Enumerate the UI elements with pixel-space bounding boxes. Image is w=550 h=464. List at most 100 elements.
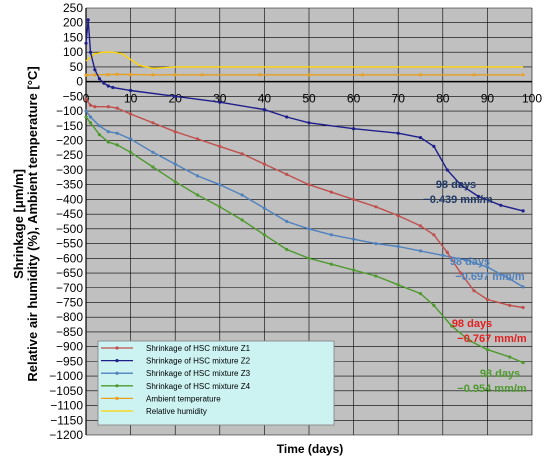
data-point	[93, 105, 97, 109]
data-point	[307, 227, 311, 231]
data-point	[476, 194, 481, 199]
legend-item: Ambient temperature	[101, 394, 221, 403]
annotation-z1-days: 98 days	[452, 318, 492, 330]
data-point	[485, 265, 489, 269]
legend-item: Shrinkage of HSC mixture Z2	[101, 357, 251, 366]
data-point	[115, 131, 119, 135]
series-1	[84, 97, 525, 310]
data-point	[396, 244, 400, 249]
annotation-z3-days: 98 days	[450, 256, 490, 268]
series-line	[85, 51, 524, 70]
data-point	[115, 72, 119, 76]
y-tick-label: −500	[56, 222, 83, 236]
y-tick-label: −950	[56, 354, 83, 368]
data-point	[329, 233, 333, 237]
data-point	[307, 73, 311, 77]
data-point	[218, 205, 222, 209]
data-point	[84, 97, 88, 101]
data-point	[432, 303, 436, 307]
data-point	[151, 150, 155, 154]
series-lines	[84, 18, 525, 365]
data-point	[93, 73, 97, 77]
data-point	[106, 73, 110, 77]
data-point	[218, 100, 222, 104]
y-tick-label: −50	[63, 89, 84, 103]
y-tick-label: −200	[56, 134, 83, 148]
data-point	[173, 94, 177, 98]
annotation-z3: 98 days −0.697 mm/m	[450, 256, 525, 283]
data-point	[521, 361, 525, 365]
data-point	[173, 180, 177, 184]
data-point	[445, 250, 449, 254]
x-tick-label: 100	[522, 92, 542, 106]
legend-marker	[115, 359, 119, 363]
data-point	[374, 274, 378, 278]
y-tick-label: −1100	[50, 399, 83, 413]
legend-item: Shrinkage of HSC mixture Z3	[101, 369, 251, 378]
x-tick-label: 90	[481, 92, 495, 106]
data-point	[360, 73, 365, 77]
y-tick-label: 100	[63, 45, 83, 59]
y-tick-labels: 250200150100500−50−100−150−200−250−300−3…	[49, 1, 83, 442]
y-tick-label: −650	[56, 266, 83, 280]
data-point	[111, 85, 115, 90]
series-2	[84, 18, 525, 213]
data-point	[258, 73, 262, 77]
data-point	[106, 84, 110, 88]
legend-item: Shrinkage of HSC mixture Z1	[101, 344, 251, 353]
data-point	[396, 283, 400, 287]
y-tick-label: −850	[56, 325, 83, 339]
data-point	[262, 108, 266, 112]
data-point	[285, 115, 289, 119]
data-point	[97, 77, 101, 81]
data-point	[441, 253, 445, 257]
data-point	[195, 193, 200, 197]
x-tick-label: 60	[347, 92, 361, 106]
data-point	[285, 219, 289, 224]
y-tick-label: −1050	[49, 384, 83, 398]
data-point	[432, 233, 436, 237]
x-tick-label: 50	[302, 92, 316, 106]
data-point	[352, 197, 356, 201]
legend: Shrinkage of HSC mixture Z1 Shrinkage of …	[97, 340, 335, 426]
data-point	[352, 127, 356, 131]
data-point	[102, 81, 106, 85]
data-point	[151, 121, 155, 125]
x-axis-title: Time (days)	[277, 442, 343, 456]
data-point	[418, 224, 423, 228]
data-point	[508, 355, 512, 359]
data-point	[129, 73, 133, 77]
data-point	[472, 73, 476, 77]
annotation-z2-value: −0.439 mm/m	[423, 194, 493, 206]
legend-marker	[115, 384, 119, 388]
data-point	[285, 172, 289, 176]
series-6	[85, 51, 524, 70]
y-tick-label: −900	[56, 340, 83, 354]
annotation-z1-value: −0.767 mm/m	[457, 333, 527, 345]
data-point	[88, 121, 93, 125]
data-point	[84, 109, 88, 113]
series-4	[84, 115, 525, 365]
legend-label: Shrinkage of HSC mixture Z1	[146, 344, 251, 353]
data-point	[485, 348, 489, 352]
data-point	[86, 18, 90, 22]
data-point	[459, 183, 463, 187]
legend-box	[97, 340, 335, 426]
y-tick-label: −300	[56, 163, 83, 177]
data-point	[200, 73, 204, 77]
y-tick-label: −1150	[50, 413, 83, 427]
x-tick-label: 20	[169, 92, 183, 106]
y-tick-label: −750	[56, 295, 83, 309]
data-point	[463, 258, 467, 262]
data-point	[285, 247, 289, 252]
y-tick-label: −800	[56, 310, 83, 324]
data-point	[418, 136, 423, 140]
data-point	[88, 115, 93, 119]
data-point	[418, 73, 423, 77]
data-point	[129, 88, 133, 93]
legend-label: Shrinkage of HSC mixture Z2	[146, 357, 251, 366]
y-tick-label: −450	[56, 207, 83, 221]
data-point	[521, 209, 525, 213]
data-point	[218, 183, 222, 187]
